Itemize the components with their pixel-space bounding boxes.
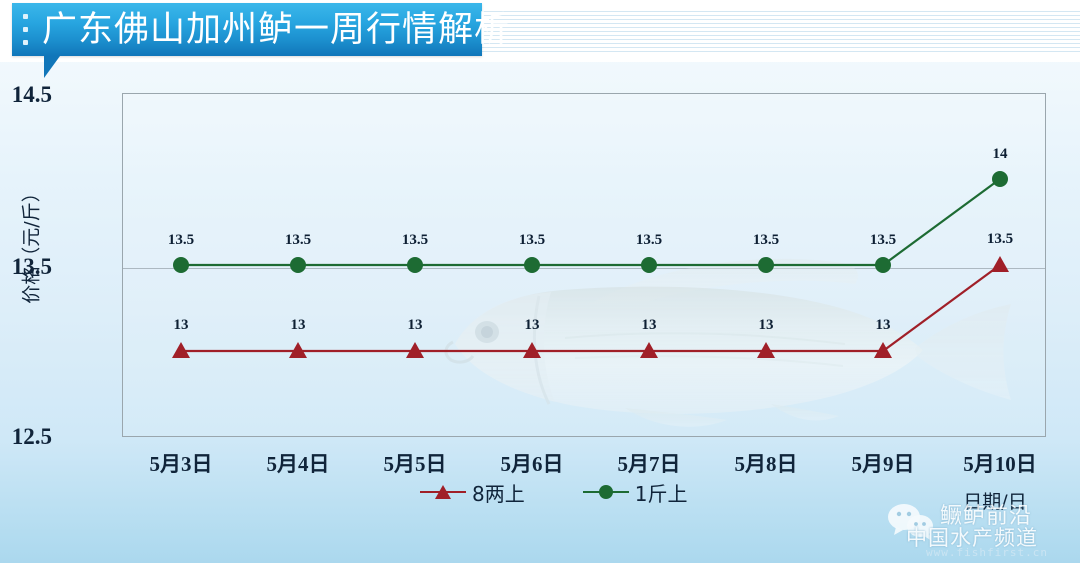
data-label-0-7: 13.5 [986,231,1014,247]
data-label-1-3: 13.5 [518,232,546,248]
data-label-1-1: 13.5 [284,232,312,248]
legend-marker-triangle-icon [420,485,466,499]
data-label-0-1: 13 [290,317,306,333]
chart-legend: 8两上 1斤上 [420,478,750,506]
legend-marker-circle-icon [582,485,629,499]
gridline-13.5 [123,268,1045,269]
legend-item-8liangshang[interactable]: 8两上 [420,478,525,507]
x-tick-3: 5月6日 [500,452,564,476]
legend-item-1jinshang[interactable]: 1斤上 [582,478,688,507]
data-label-1-6: 13.5 [869,232,897,248]
y-tick-12.5: 12.5 [11,424,52,449]
decorative-stripes [480,8,1080,52]
banner-tail-shape [44,56,60,78]
x-tick-1: 5月4日 [266,452,330,476]
x-tick-2: 5月5日 [383,452,447,476]
x-tick-5: 5月8日 [734,452,798,476]
watermark-line-3: www.fishfirst.cn [926,546,1048,559]
data-label-1-0: 13.5 [167,232,195,248]
watermark-line-2: 中国水产频道 [906,526,1038,550]
y-tick-13.5: 13.5 [11,254,52,279]
banner-dots-icon [23,14,28,45]
data-label-0-6: 13 [875,317,891,333]
data-label-0-2: 13 [407,317,423,333]
data-label-1-2: 13.5 [401,232,429,248]
data-label-0-3: 13 [524,317,540,333]
x-tick-6: 5月9日 [851,452,915,476]
data-label-1-4: 13.5 [635,232,663,248]
data-label-1-7: 14 [992,146,1008,162]
data-label-0-4: 13 [641,317,657,333]
data-label-1-5: 13.5 [752,232,780,248]
x-tick-7: 5月10日 [963,452,1037,476]
y-tick-14.5: 14.5 [11,82,52,107]
plot-area [122,93,1046,437]
legend-label-1: 1斤上 [634,481,688,506]
page-title: 广东佛山加州鲈一周行情解析 [42,10,511,50]
legend-label-0: 8两上 [472,481,525,506]
x-axis-title: 日期/日 [963,491,1027,513]
x-tick-4: 5月7日 [617,452,681,476]
x-tick-0: 5月3日 [149,452,213,476]
data-label-0-0: 13 [173,317,189,333]
y-axis-title: 价格（元/斤） [20,183,43,304]
data-label-0-5: 13 [758,317,774,333]
title-banner: 广东佛山加州鲈一周行情解析 [12,3,511,56]
